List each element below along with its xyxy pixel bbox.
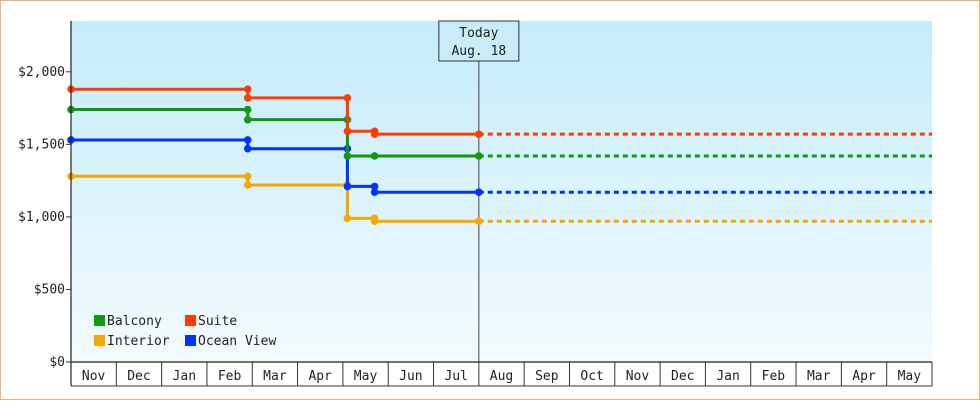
x-tick-label: Jan (716, 369, 739, 384)
y-tick-label: $2,000 (18, 65, 65, 80)
x-tick-label: Mar (263, 369, 287, 384)
data-point-ocean-view (243, 136, 252, 144)
legend-label: Interior (107, 334, 170, 349)
data-point-ocean-view (475, 188, 483, 197)
data-point-balcony (343, 152, 352, 160)
x-tick-label: Jan (173, 369, 196, 384)
x-tick-label: Feb (218, 369, 242, 384)
x-tick-label: Jun (399, 369, 422, 384)
data-point-interior (243, 172, 252, 181)
data-point-balcony (475, 152, 483, 160)
x-tick-label: Apr (308, 369, 332, 384)
data-point-suite (243, 94, 252, 102)
x-tick-label: Nov (82, 369, 106, 384)
y-tick-label: $0 (49, 355, 65, 370)
x-tick-label: Jul (444, 369, 467, 384)
x-tick-label: Feb (762, 369, 786, 384)
x-tick-label: Sep (535, 369, 559, 384)
data-point-ocean-view (243, 144, 252, 153)
legend-label: Suite (198, 314, 237, 329)
x-tick-label: Dec (671, 369, 694, 384)
x-tick-label: Oct (580, 369, 603, 384)
x-tick-label: Dec (127, 369, 150, 384)
legend-swatch (94, 315, 105, 326)
y-tick-label: $1,000 (18, 210, 65, 225)
x-tick-label: May (354, 369, 378, 384)
y-tick-label: $1,500 (18, 137, 65, 152)
data-point-ocean-view (343, 182, 352, 191)
data-point-suite (343, 127, 352, 136)
today-date-label: Aug. 18 (451, 44, 506, 59)
legend-label: Ocean View (198, 334, 276, 349)
data-point-suite (343, 94, 352, 102)
data-point-ocean-view (370, 188, 379, 197)
x-tick-label: Aug (490, 369, 513, 384)
legend-label: Balcony (107, 314, 162, 329)
x-tick-label: Apr (852, 369, 876, 384)
today-label-box (438, 20, 520, 62)
data-point-suite (243, 85, 252, 93)
data-point-suite (370, 130, 379, 138)
legend-swatch (94, 335, 105, 346)
data-point-balcony (370, 152, 379, 160)
x-tick-label: May (898, 369, 922, 384)
data-point-interior (343, 214, 352, 223)
data-point-suite (475, 130, 483, 138)
data-point-interior (370, 217, 379, 226)
data-point-balcony (243, 105, 252, 114)
data-point-balcony (243, 115, 252, 124)
today-label: Today (459, 26, 498, 41)
data-point-ocean-view (370, 182, 379, 191)
x-tick-label: Nov (626, 369, 650, 384)
legend-swatch (185, 315, 196, 326)
y-tick-label: $500 (34, 282, 65, 297)
legend-swatch (185, 335, 196, 346)
data-point-interior (243, 181, 252, 189)
x-tick-label: Mar (807, 369, 831, 384)
data-point-interior (475, 217, 483, 226)
